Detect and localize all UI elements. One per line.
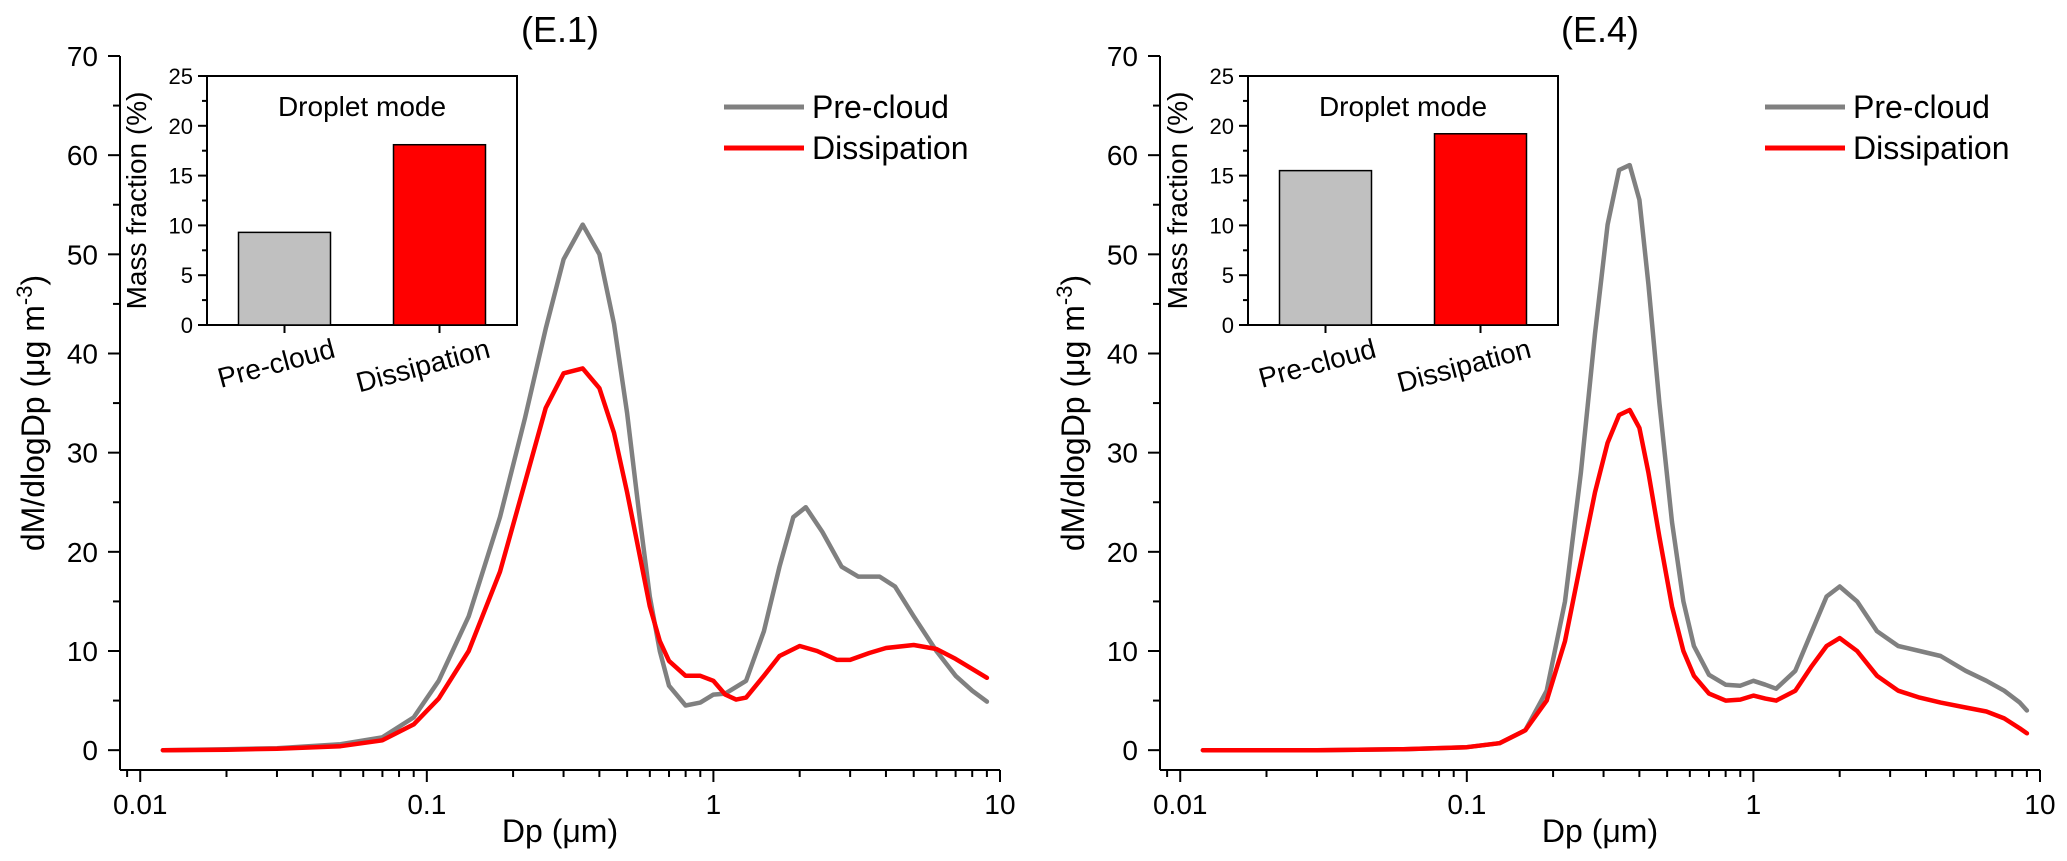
inset-y-axis-label: Mass fraction (%) [121, 92, 152, 310]
y-axis-label: dM/dlogDp (μg m-3) [1052, 275, 1091, 551]
y-tick-label: 40 [67, 339, 98, 370]
y-tick-label: 70 [67, 41, 98, 72]
y-tick-label: 20 [67, 537, 98, 568]
x-axis-label: Dp (μm) [502, 813, 618, 849]
y-tick-label: 70 [1107, 41, 1138, 72]
y-axis-label-main: dM/dlogDp (μg m [15, 305, 51, 551]
y-axis-label-close: ) [1055, 275, 1091, 286]
y-tick-label: 30 [67, 438, 98, 469]
inset-title: Droplet mode [278, 91, 446, 122]
y-tick-label: 50 [1107, 239, 1138, 270]
inset-y-tick-label: 20 [169, 114, 193, 139]
inset-y-tick-label: 15 [1210, 164, 1234, 189]
y-tick-label: 60 [67, 140, 98, 171]
inset-bar-chart: 0 5 10 15 20 25 Droplet mode Mass fraction (%) P… [121, 64, 518, 398]
inset-y-tick-label: 15 [169, 164, 193, 189]
legend-label: Pre-cloud [812, 89, 949, 125]
inset-y-tick-label: 20 [1210, 114, 1234, 139]
y-axis-label-sup: -3 [12, 286, 37, 306]
y-tick-label: 10 [67, 636, 98, 667]
inset-bar [237, 231, 332, 326]
inset-x-tick-label: Dissipation [353, 333, 493, 398]
inset-title: Droplet mode [1319, 91, 1487, 122]
inset-bar [1278, 169, 1373, 326]
y-tick-label: 0 [82, 735, 98, 766]
x-tick-label: 0.01 [113, 789, 168, 820]
series-line-dissipation [160, 366, 990, 753]
inset-x-tick-label: Pre-cloud [214, 333, 338, 394]
y-tick-label: 0 [1122, 735, 1138, 766]
chart-title: (E.4) [1561, 9, 1639, 50]
y-tick-label: 40 [1107, 339, 1138, 370]
inset-y-tick-label: 0 [1222, 313, 1234, 338]
y-axis-label: dM/dlogDp (μg m-3) [12, 275, 51, 551]
y-tick-label: 50 [67, 239, 98, 270]
x-axis-label: Dp (μm) [1542, 813, 1658, 849]
inset-y-tick-label: 5 [181, 263, 193, 288]
inset-y-tick-label: 25 [169, 64, 193, 89]
inset-y-axis-label: Mass fraction (%) [1162, 92, 1193, 310]
y-axis-label-sup: -3 [1052, 286, 1077, 306]
inset-bar [392, 143, 487, 326]
inset-bar-chart: 0 5 10 15 20 25 Droplet mode Mass fraction (%) P… [1162, 64, 1559, 398]
y-tick-label: 60 [1107, 140, 1138, 171]
inset-y-tick-label: 10 [1210, 213, 1234, 238]
x-tick-label: 0.01 [1153, 789, 1208, 820]
legend-label: Dissipation [812, 130, 969, 166]
series-line-dissipation [1200, 407, 2030, 753]
inset-y-tick-label: 5 [1222, 263, 1234, 288]
inset-x-tick-label: Pre-cloud [1255, 333, 1379, 394]
x-tick-label: 1 [1746, 789, 1762, 820]
x-tick-label: 10 [2024, 789, 2055, 820]
y-axis-label-close: ) [15, 275, 51, 286]
inset-x-tick-label: Dissipation [1394, 333, 1534, 398]
legend-label: Dissipation [1853, 130, 2010, 166]
y-tick-label: 30 [1107, 438, 1138, 469]
inset-bar [1433, 133, 1528, 326]
chart-title: (E.1) [521, 9, 599, 50]
inset-y-tick-label: 10 [169, 213, 193, 238]
series-line-pre-cloud [160, 222, 990, 753]
x-tick-label: 0.1 [1447, 789, 1486, 820]
y-tick-label: 10 [1107, 636, 1138, 667]
y-tick-label: 20 [1107, 537, 1138, 568]
x-tick-label: 1 [706, 789, 722, 820]
legend-label: Pre-cloud [1853, 89, 1990, 125]
series-line-pre-cloud [1200, 162, 2030, 753]
inset-y-tick-label: 25 [1210, 64, 1234, 89]
y-axis-label-main: dM/dlogDp (μg m [1055, 305, 1091, 551]
x-tick-label: 10 [984, 789, 1015, 820]
x-tick-label: 0.1 [407, 789, 446, 820]
inset-y-tick-label: 0 [181, 313, 193, 338]
